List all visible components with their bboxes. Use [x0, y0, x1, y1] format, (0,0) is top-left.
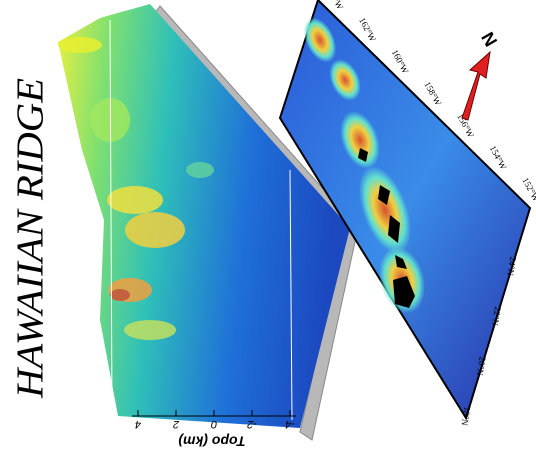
colorbar-tick-label: 0 [210, 418, 217, 430]
colorbar-tick-label: -2 [247, 418, 257, 430]
colorbar-tick-label: 4 [135, 418, 141, 430]
longitude-label: 154°W [488, 144, 509, 172]
longitude-label: 162°W [357, 16, 378, 44]
longitude-label: 160°W [390, 48, 411, 76]
figure: HAWAIIAN RIDGE Topo (km) 420-2-4 164°W16… [0, 0, 536, 468]
title: HAWAIIAN RIDGE [10, 78, 52, 399]
colorbar: Topo (km) 4 2 0 -2 -4 [132, 410, 296, 449]
colorbar-tick-label: 2 [173, 418, 180, 430]
longitude-label: 158°W [422, 80, 443, 108]
colorbar-label: Topo (km) [178, 433, 245, 449]
north-arrow: N [462, 29, 501, 120]
colorbar-tick-label: -4 [285, 418, 295, 430]
north-label: N [477, 29, 501, 50]
